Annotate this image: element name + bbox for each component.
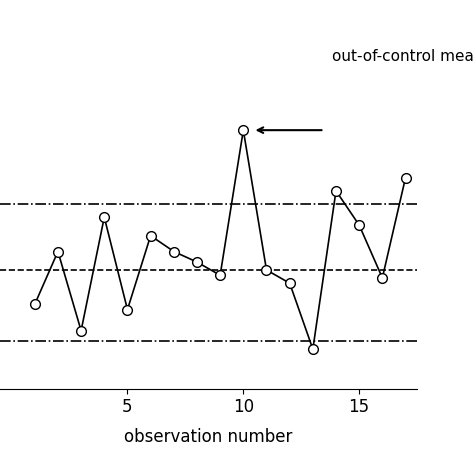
Text: out-of-control measure: out-of-control measure (332, 49, 474, 64)
X-axis label: observation number: observation number (124, 428, 293, 446)
